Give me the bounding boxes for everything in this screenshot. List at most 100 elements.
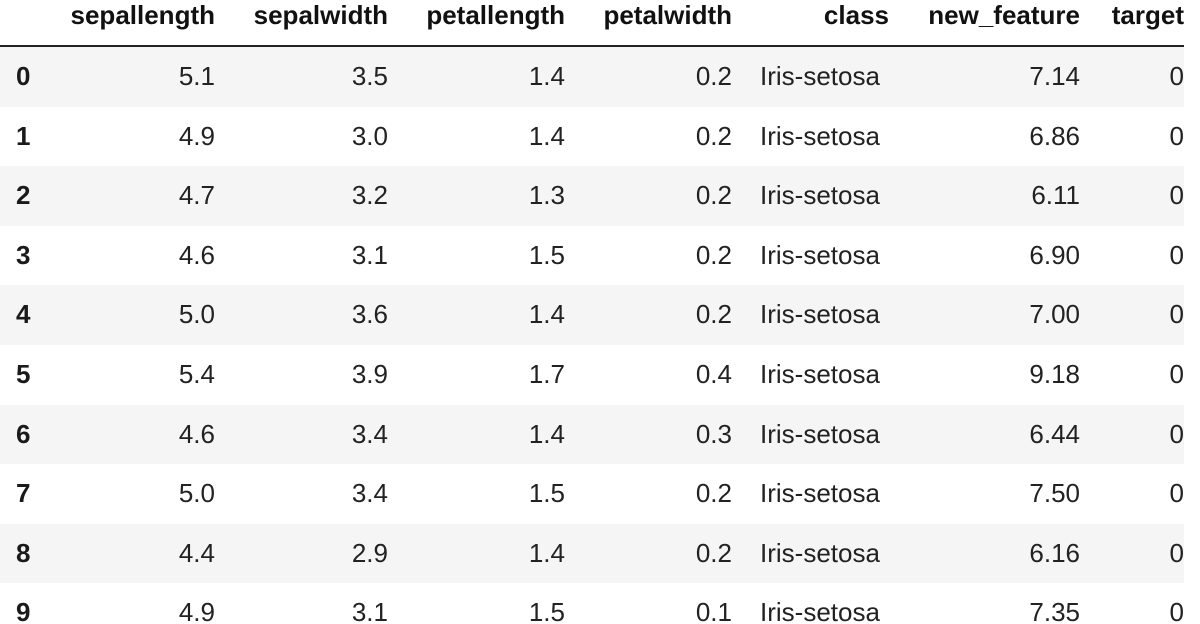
cell-sepalwidth: 3.0	[351, 120, 388, 151]
table-row: 0 5.1 3.5 1.4 0.2 Iris-setosa 7.14 0	[0, 46, 1184, 107]
cell-sepallength: 5.0	[178, 299, 215, 330]
cell-sepallength: 4.9	[178, 120, 215, 151]
cell-class: Iris-setosa	[760, 239, 880, 270]
column-header-sepallength[interactable]: sepallength	[62, 0, 215, 47]
cell-sepallength: 5.0	[178, 478, 215, 509]
cell-new-feature: 6.44	[1029, 418, 1080, 449]
cell-petalwidth: 0.2	[695, 478, 732, 509]
row-index: 1	[16, 120, 31, 151]
table-row: 2 4.7 3.2 1.3 0.2 Iris-setosa 6.11 0	[0, 166, 1184, 226]
cell-petallength: 1.4	[528, 120, 565, 151]
column-header-petalwidth[interactable]: petalwidth	[565, 0, 732, 47]
cell-target: 0	[1169, 418, 1184, 449]
cell-class: Iris-setosa	[760, 597, 880, 624]
cell-new-feature: 6.86	[1029, 120, 1080, 151]
column-header-new-feature[interactable]: new_feature	[889, 0, 1080, 47]
row-index: 2	[16, 180, 31, 211]
cell-target: 0	[1169, 358, 1184, 389]
cell-new-feature: 7.14	[1029, 61, 1080, 91]
cell-petalwidth: 0.4	[695, 358, 732, 389]
cell-class: Iris-setosa	[760, 478, 880, 509]
cell-petallength: 1.4	[528, 299, 565, 330]
cell-target: 0	[1169, 120, 1184, 151]
column-header-class[interactable]: class	[732, 0, 889, 47]
cell-new-feature: 6.11	[1031, 180, 1080, 211]
cell-petallength: 1.5	[528, 597, 565, 624]
cell-sepallength: 4.9	[178, 597, 215, 624]
cell-petalwidth: 0.2	[695, 120, 732, 151]
cell-petalwidth: 0.3	[695, 418, 732, 449]
cell-sepallength: 4.6	[178, 418, 215, 449]
cell-petalwidth: 0.2	[695, 180, 732, 211]
cell-target: 0	[1169, 61, 1184, 91]
table-body: 0 5.1 3.5 1.4 0.2 Iris-setosa 7.14 0 1 4.9 3.0 1.4 0…	[0, 46, 1184, 624]
table-row: 8 4.4 2.9 1.4 0.2 Iris-setosa 6.16 0	[0, 523, 1184, 584]
cell-class: Iris-setosa	[760, 358, 880, 389]
cell-sepallength: 4.4	[178, 537, 215, 568]
cell-sepalwidth: 2.9	[351, 537, 388, 568]
cell-petalwidth: 0.1	[695, 597, 732, 624]
row-index: 0	[16, 61, 31, 91]
cell-petallength: 1.5	[528, 478, 565, 509]
cell-class: Iris-setosa	[760, 61, 880, 91]
cell-sepalwidth: 3.1	[351, 239, 388, 270]
cell-petallength: 1.7	[528, 358, 565, 389]
table-row: 9 4.9 3.1 1.5 0.1 Iris-setosa 7.35 0	[0, 583, 1184, 624]
index-header	[0, 0, 62, 47]
row-index: 4	[16, 299, 31, 330]
cell-new-feature: 7.50	[1029, 478, 1080, 509]
cell-class: Iris-setosa	[760, 120, 880, 151]
cell-class: Iris-setosa	[760, 537, 880, 568]
cell-sepalwidth: 3.9	[351, 358, 388, 389]
cell-new-feature: 6.90	[1029, 239, 1080, 270]
header-row: sepallength sepalwidth petallength petal…	[0, 0, 1184, 47]
cell-class: Iris-setosa	[760, 180, 880, 211]
cell-class: Iris-setosa	[760, 299, 880, 330]
cell-target: 0	[1169, 180, 1184, 211]
table-row: 5 5.4 3.9 1.7 0.4 Iris-setosa 9.18 0	[0, 344, 1184, 405]
table-row: 6 4.6 3.4 1.4 0.3 Iris-setosa 6.44 0	[0, 404, 1184, 465]
cell-petallength: 1.4	[528, 418, 565, 449]
cell-sepalwidth: 3.1	[351, 597, 388, 624]
cell-petallength: 1.5	[528, 239, 565, 270]
cell-new-feature: 7.35	[1029, 597, 1080, 624]
row-index: 6	[16, 418, 31, 449]
table-row: 1 4.9 3.0 1.4 0.2 Iris-setosa 6.86 0	[0, 106, 1184, 167]
row-index: 5	[16, 358, 31, 389]
cell-petallength: 1.4	[528, 61, 565, 91]
cell-target: 0	[1169, 478, 1184, 509]
table-header: sepallength sepalwidth petallength petal…	[0, 0, 1184, 47]
row-index: 9	[16, 597, 31, 624]
row-index: 8	[16, 537, 31, 568]
cell-sepalwidth: 3.6	[351, 299, 388, 330]
row-index: 3	[16, 239, 31, 270]
cell-new-feature: 7.00	[1029, 299, 1080, 330]
cell-new-feature: 6.16	[1029, 537, 1080, 568]
column-header-target[interactable]: target	[1080, 0, 1184, 47]
cell-sepallength: 4.6	[178, 239, 215, 270]
cell-sepallength: 5.4	[178, 358, 215, 389]
cell-target: 0	[1169, 597, 1184, 624]
cell-class: Iris-setosa	[760, 418, 880, 449]
cell-sepalwidth: 3.5	[351, 61, 388, 91]
cell-new-feature: 9.18	[1029, 358, 1080, 389]
cell-petalwidth: 0.2	[695, 239, 732, 270]
row-index: 7	[16, 478, 31, 509]
cell-sepallength: 5.1	[178, 61, 215, 91]
cell-target: 0	[1169, 537, 1184, 568]
cell-sepalwidth: 3.4	[351, 478, 388, 509]
cell-sepallength: 4.7	[178, 180, 215, 211]
cell-petalwidth: 0.2	[695, 299, 732, 330]
cell-sepalwidth: 3.4	[351, 418, 388, 449]
cell-target: 0	[1169, 239, 1184, 270]
cell-petallength: 1.4	[528, 537, 565, 568]
column-header-sepalwidth[interactable]: sepalwidth	[215, 0, 388, 47]
table-row: 4 5.0 3.6 1.4 0.2 Iris-setosa 7.00 0	[0, 285, 1184, 345]
table-row: 7 5.0 3.4 1.5 0.2 Iris-setosa 7.50 0	[0, 464, 1184, 524]
column-header-petallength[interactable]: petallength	[388, 0, 565, 47]
cell-target: 0	[1169, 299, 1184, 330]
cell-petalwidth: 0.2	[695, 537, 732, 568]
cell-petalwidth: 0.2	[695, 61, 732, 91]
